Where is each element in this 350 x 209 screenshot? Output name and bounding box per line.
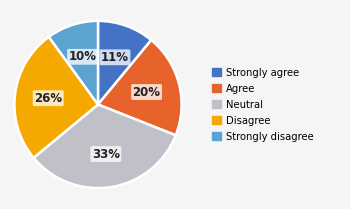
Wedge shape — [98, 40, 182, 135]
Text: 10%: 10% — [69, 50, 97, 63]
Text: 26%: 26% — [34, 92, 62, 105]
Wedge shape — [49, 21, 98, 105]
Wedge shape — [34, 104, 176, 188]
Text: 20%: 20% — [133, 85, 161, 98]
Text: 33%: 33% — [92, 148, 120, 161]
Wedge shape — [98, 21, 151, 105]
Legend: Strongly agree, Agree, Neutral, Disagree, Strongly disagree: Strongly agree, Agree, Neutral, Disagree… — [212, 68, 314, 141]
Text: 11%: 11% — [101, 51, 129, 64]
Wedge shape — [14, 37, 98, 158]
